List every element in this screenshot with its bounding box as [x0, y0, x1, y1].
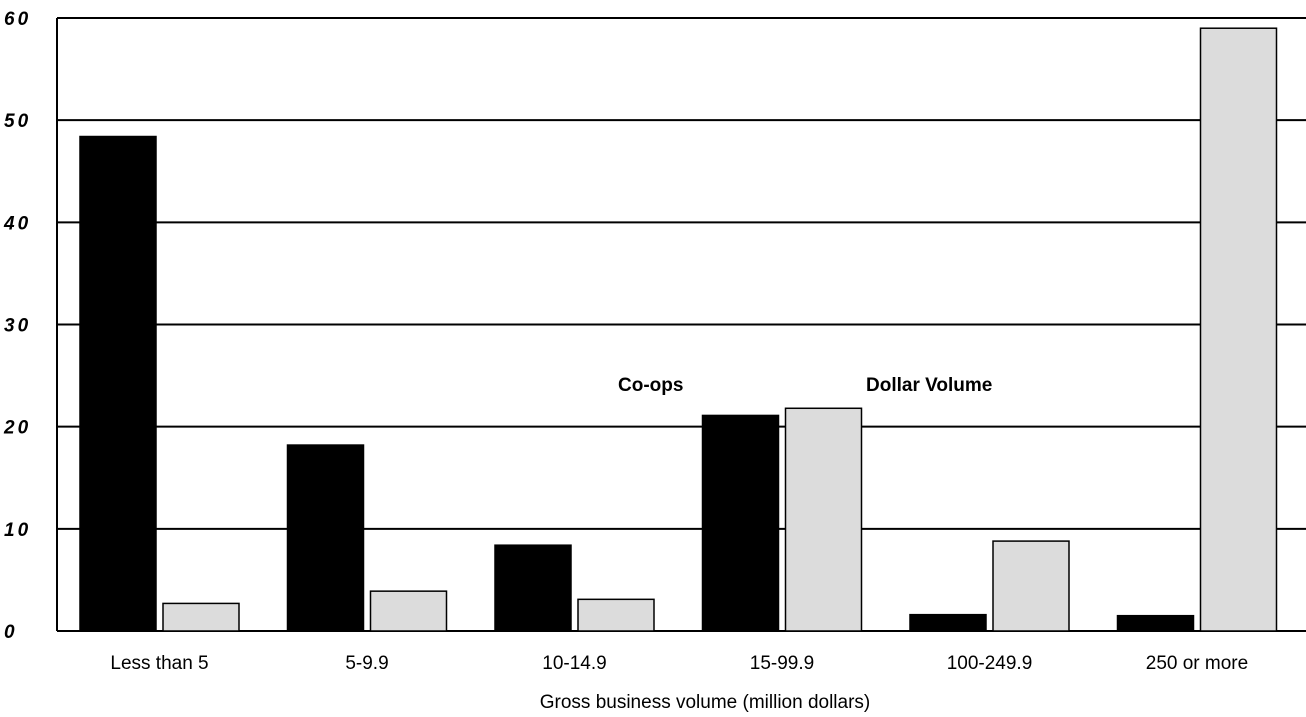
bar — [79, 135, 157, 632]
legend-label: Co-ops — [618, 375, 683, 396]
x-tick-label: 100-249.9 — [947, 653, 1033, 674]
bar — [286, 444, 365, 632]
y-tick-label: 40 — [3, 213, 31, 234]
bar — [369, 590, 448, 632]
legend-label: Dollar Volume — [866, 375, 992, 396]
x-tick-label: 250 or more — [1146, 653, 1248, 674]
y-tick-label: 0 — [4, 622, 18, 643]
x-tick-label: Less than 5 — [110, 653, 208, 674]
bar — [162, 602, 240, 632]
bar — [992, 540, 1070, 632]
y-tick-label: 50 — [4, 111, 31, 132]
y-tick-label: 60 — [4, 9, 31, 30]
bar — [1199, 27, 1278, 632]
x-tick-label: 10-14.9 — [542, 653, 606, 674]
bar — [494, 544, 572, 632]
y-tick-label: 10 — [4, 520, 31, 541]
bar — [701, 414, 780, 632]
bar — [577, 598, 655, 632]
x-tick-label: 5-9.9 — [345, 653, 388, 674]
x-axis-label: Gross business volume (million dollars) — [540, 692, 871, 713]
bar — [784, 407, 863, 632]
y-tick-label: 30 — [4, 316, 31, 337]
bar — [909, 613, 987, 632]
bar — [1116, 614, 1195, 632]
y-tick-label: 20 — [3, 418, 31, 439]
x-tick-label: 15-99.9 — [750, 653, 814, 674]
